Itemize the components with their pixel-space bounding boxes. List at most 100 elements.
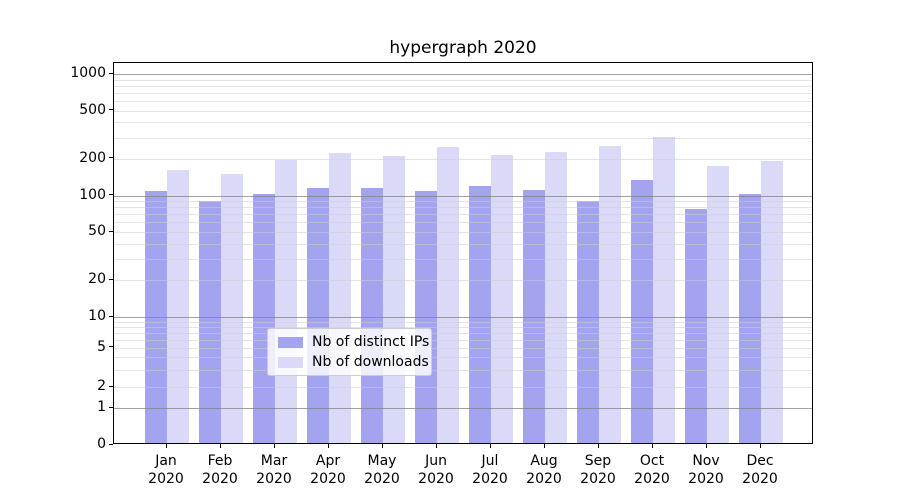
gridline-y-700 [114, 92, 812, 94]
x-axis-label-year: 2020 [472, 471, 508, 487]
bar-distinct-ips-dec [739, 193, 761, 443]
x-axis-label-jun: Jun 2020 [406, 452, 466, 488]
bar-downloads-jun [437, 147, 459, 443]
legend-swatch-distinct-ips-icon [278, 336, 303, 348]
y-axis-tick-2 [109, 385, 113, 387]
x-axis-label-oct: Oct 2020 [622, 452, 682, 488]
x-axis-label-may: May 2020 [352, 452, 412, 488]
bar-distinct-ips-oct [631, 179, 653, 443]
x-axis-tick-jan [165, 444, 167, 448]
x-axis-label-month: Sep [584, 453, 612, 469]
x-axis-label-year: 2020 [310, 471, 346, 487]
x-axis-label-nov: Nov 2020 [676, 452, 736, 488]
bar-distinct-ips-jan [145, 190, 167, 443]
y-axis-tick-label-50: 50 [88, 223, 106, 240]
legend-swatch-downloads-icon [278, 356, 303, 368]
gridline-y-60 [114, 222, 812, 224]
x-axis-label-dec: Dec 2020 [730, 452, 790, 488]
gridline-y-20 [114, 280, 812, 282]
x-axis-label-year: 2020 [148, 471, 184, 487]
x-axis-label-month: May [367, 453, 397, 469]
x-axis-label-month: Feb [207, 453, 233, 469]
x-axis-tick-dec [759, 444, 761, 448]
gridline-y-5 [114, 347, 812, 349]
y-axis-tick-50 [109, 230, 113, 232]
gridline-y-300 [114, 137, 812, 139]
x-axis-label-year: 2020 [256, 471, 292, 487]
y-axis-tick-label-20: 20 [88, 271, 106, 288]
bar-distinct-ips-aug [523, 190, 545, 443]
x-axis-tick-oct [651, 444, 653, 448]
x-axis-label-jan: Jan 2020 [136, 452, 196, 488]
gridline-y-100 [114, 195, 812, 197]
y-axis-tick-label-1: 1 [97, 399, 106, 416]
y-axis-tick-label-100: 100 [79, 186, 106, 203]
y-axis-tick-1000 [109, 72, 113, 74]
y-axis-tick-label-500: 500 [79, 101, 106, 118]
gridline-y-200 [114, 158, 812, 160]
gridline-y-400 [114, 122, 812, 124]
legend-item-downloads: Nb of downloads [268, 354, 431, 371]
y-axis-tick-0 [109, 443, 113, 445]
x-axis-label-year: 2020 [580, 471, 616, 487]
x-axis-label-year: 2020 [418, 471, 454, 487]
bar-distinct-ips-may [361, 188, 383, 443]
plot-area [113, 62, 813, 444]
x-axis-label-year: 2020 [526, 471, 562, 487]
gridline-y-900 [114, 79, 812, 81]
gridline-y-40 [114, 243, 812, 245]
y-axis-tick-label-200: 200 [79, 149, 106, 166]
x-axis-tick-aug [543, 444, 545, 448]
y-axis-tick-100 [109, 194, 113, 195]
bar-downloads-nov [707, 166, 729, 443]
bar-downloads-mar [275, 159, 297, 443]
y-axis-tick-200 [109, 157, 113, 159]
legend-item-distinct-ips: Nb of distinct IPs [268, 334, 431, 351]
bar-downloads-jan [167, 169, 189, 443]
x-axis-tick-apr [327, 444, 329, 448]
gridline-y-80 [114, 207, 812, 209]
x-axis-tick-jul [489, 444, 491, 448]
y-axis-tick-1 [109, 406, 113, 408]
x-axis-label-month: Mar [260, 453, 288, 469]
x-axis-label-month: Aug [530, 453, 558, 469]
bar-downloads-jul [491, 154, 513, 443]
x-axis-label-year: 2020 [634, 471, 670, 487]
gridline-y-3 [114, 369, 812, 371]
bar-distinct-ips-jul [469, 185, 491, 443]
bar-downloads-oct [653, 137, 675, 443]
x-axis-tick-may [381, 444, 383, 448]
x-axis-label-month: Jan [155, 453, 177, 469]
gridline-y-2 [114, 387, 812, 388]
bar-downloads-dec [761, 160, 783, 443]
bar-distinct-ips-mar [253, 193, 275, 443]
chart-title: hypergraph 2020 [389, 38, 537, 58]
y-axis-tick-label-0: 0 [97, 436, 106, 452]
y-axis-tick-label-1000: 1000 [70, 65, 106, 81]
gridline-y-10 [114, 317, 812, 318]
gridline-y-9 [114, 321, 812, 323]
x-axis-label-feb: Feb 2020 [190, 452, 250, 488]
gridline-y-6 [114, 339, 812, 341]
gridline-y-1 [114, 408, 812, 410]
x-axis-label-month: Jun [425, 453, 447, 469]
gridline-y-600 [114, 100, 812, 102]
x-axis-tick-feb [219, 444, 221, 448]
x-axis-label-month: Apr [315, 453, 341, 469]
x-axis-label-month: Oct [639, 453, 665, 469]
x-axis-label-year: 2020 [364, 471, 400, 487]
x-axis-label-jul: Jul 2020 [460, 452, 520, 488]
y-axis-tick-5 [109, 346, 113, 348]
x-axis-label-month: Jul [481, 453, 499, 469]
legend-label-downloads: Nb of downloads [312, 353, 429, 370]
gridline-y-90 [114, 201, 812, 203]
bar-downloads-feb [221, 173, 243, 443]
x-axis-label-year: 2020 [742, 471, 778, 487]
x-axis-label-year: 2020 [202, 471, 238, 487]
y-axis-tick-20 [109, 278, 113, 280]
legend-label-distinct-ips: Nb of distinct IPs [312, 333, 430, 350]
bar-downloads-sep [599, 146, 621, 443]
gridline-y-500 [114, 110, 812, 112]
x-axis-label-year: 2020 [688, 471, 724, 487]
